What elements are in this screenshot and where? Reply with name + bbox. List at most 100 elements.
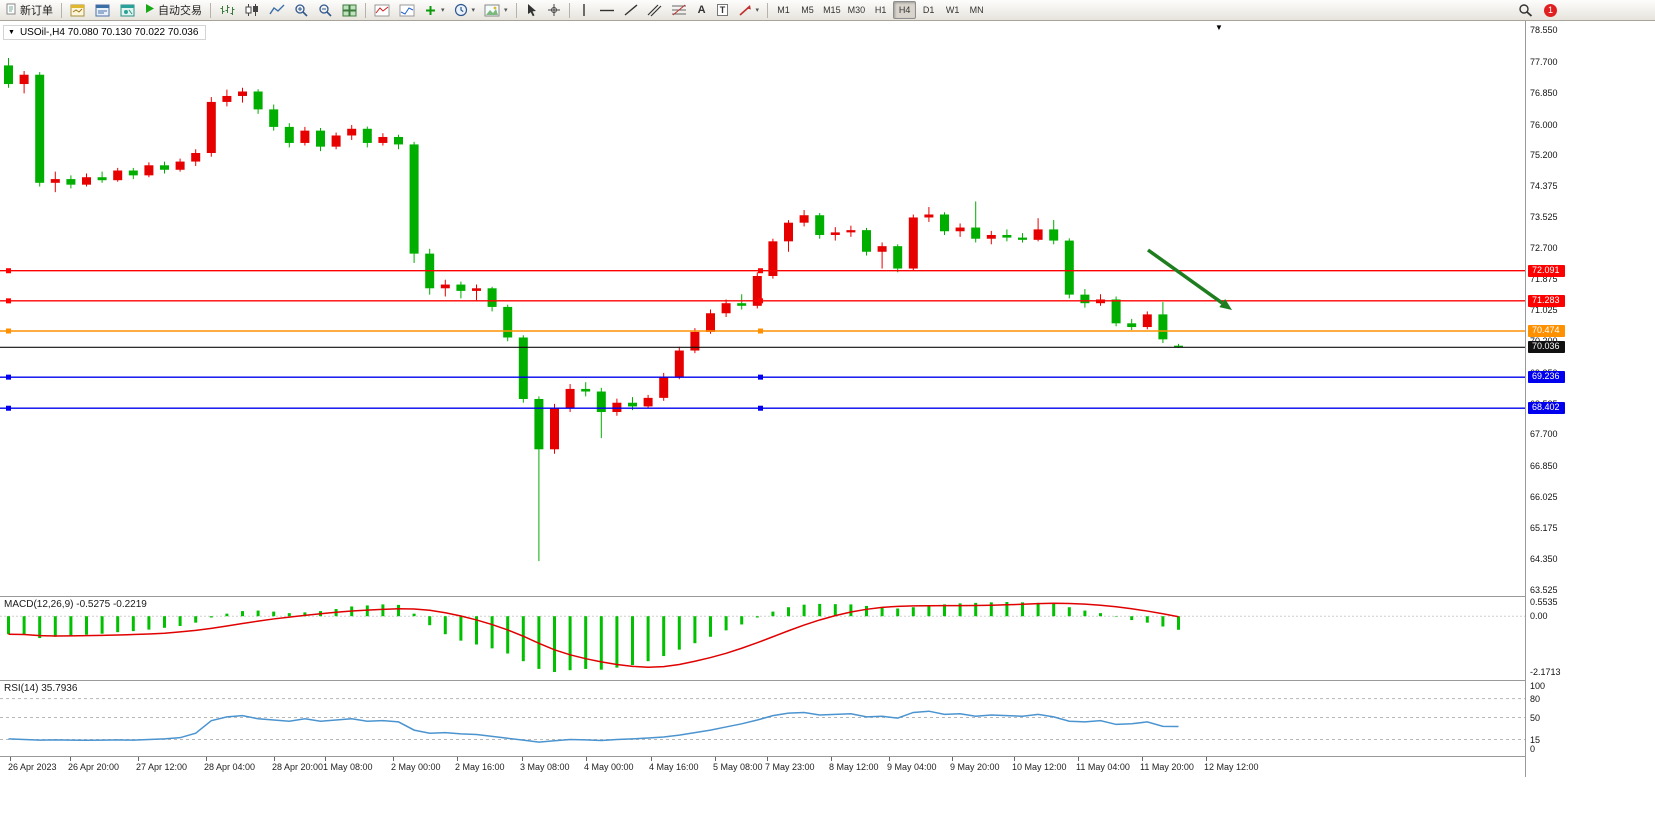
timeframe-m30-button[interactable]: M30 (845, 1, 869, 19)
time-axis-label: 5 May 08:00 (713, 762, 763, 772)
add-indicator-icon (426, 5, 435, 15)
toolbar-separator (365, 2, 366, 18)
price-chart-pane: ▼ USOil-,H4 70.080 70.130 70.022 70.036 … (0, 21, 1525, 597)
bar-chart-icon (220, 5, 235, 15)
rsi-chart[interactable] (0, 681, 1525, 756)
time-axis-label: 26 Apr 20:00 (68, 762, 120, 772)
dropdown-arrow-icon: ▾ (471, 7, 476, 14)
time-axis-tick (767, 757, 768, 761)
indicators-icon (374, 4, 390, 16)
time-axis[interactable]: 26 Apr 2023 26 Apr 20:00 27 Apr 12:00 28 Ap… (0, 757, 1525, 777)
price-axis-tick: 65.175 (1530, 523, 1558, 534)
text-tool-button[interactable]: A (692, 1, 712, 19)
bar-chart-type-button[interactable] (215, 1, 239, 19)
macd-label: MACD(12,26,9) -0.5275 -0.2219 (4, 599, 147, 610)
timeframe-m5-button[interactable]: M5 (796, 1, 819, 19)
time-axis-label: 7 May 23:00 (765, 762, 815, 772)
price-badge-68.402: 68.402 (1528, 402, 1565, 415)
time-axis-tick (138, 757, 139, 761)
line-chart-icon (269, 4, 285, 15)
price-axis-tick: 67.700 (1530, 429, 1558, 440)
time-axis-label: 4 May 16:00 (649, 762, 699, 772)
rsi-axis-tick: 100 (1530, 681, 1546, 691)
rsi-indicator-pane: RSI(14) 35.7936 (0, 681, 1525, 757)
cursor-tool-button[interactable] (521, 1, 542, 19)
channel-tool-button[interactable] (643, 1, 666, 19)
time-axis-tick (952, 757, 953, 761)
arrows-tool-button[interactable]: ▾ (734, 1, 764, 19)
indicators-list-button[interactable] (395, 1, 419, 19)
dropdown-arrow-icon: ▾ (504, 7, 508, 14)
time-axis-label: 9 May 20:00 (950, 762, 1000, 772)
line-chart-type-button[interactable] (265, 1, 289, 19)
navigator-button[interactable] (116, 1, 140, 19)
timeframe-m15-button[interactable]: M15 (820, 1, 844, 19)
chart-shift-marker[interactable]: ▼ (1215, 23, 1223, 32)
price-axis[interactable]: 78.550 77.700 76.850 76.000 75.200 74.375 73.5… (1525, 21, 1655, 777)
trendline-tool-button[interactable] (620, 1, 642, 19)
macd-chart[interactable] (0, 597, 1525, 680)
time-axis-label: 2 May 00:00 (391, 762, 441, 772)
search-button[interactable] (1514, 1, 1537, 19)
add-indicator-button[interactable]: ▾ (420, 1, 449, 19)
rsi-label: RSI(14) 35.7936 (4, 683, 78, 694)
timeframe-d1-button[interactable]: D1 (917, 1, 940, 19)
price-axis-tick: 70.200 (1530, 336, 1558, 346)
candlestick-chart-type-button[interactable] (240, 1, 264, 19)
new-order-label: 新订单 (20, 5, 53, 17)
notification-badge[interactable]: 1 (1544, 3, 1557, 17)
timeframe-m1-button[interactable]: M1 (772, 1, 795, 19)
crosshair-tool-button[interactable] (543, 1, 565, 19)
market-watch-button[interactable] (66, 1, 90, 19)
one-click-trading-toggle[interactable]: ▼ (8, 29, 15, 36)
price-axis-tick: 76.000 (1530, 120, 1558, 131)
price-axis-tick: 63.525 (1530, 584, 1558, 595)
data-window-button[interactable] (91, 1, 115, 19)
time-axis-label: 28 Apr 04:00 (204, 762, 256, 772)
rsi-axis-tick: 50 (1530, 712, 1541, 723)
price-badge-72.091: 72.091 (1528, 264, 1565, 277)
timeframe-h1-button[interactable]: H1 (869, 1, 892, 19)
macd-indicator-pane: MACD(12,26,9) -0.5275 -0.2219 (0, 597, 1525, 681)
candlestick-icon (245, 4, 258, 16)
price-axis-tick: 73.525 (1530, 212, 1558, 223)
timeframe-w1-button[interactable]: W1 (941, 1, 964, 19)
vertical-line-tool-button[interactable] (574, 1, 594, 19)
clock-icon (454, 3, 467, 17)
time-axis-label: 2 May 16:00 (455, 762, 505, 772)
time-axis-label: 11 May 20:00 (1140, 762, 1194, 772)
candlestick-chart[interactable] (0, 21, 1525, 596)
auto-trading-button[interactable]: 自动交易 (141, 1, 206, 19)
toolbar-separator (767, 2, 769, 18)
price-axis-tick: 64.350 (1530, 554, 1558, 565)
symbol-ohlc-label: ▼ USOil-,H4 70.080 70.130 70.022 70.036 (3, 25, 207, 40)
timeframe-mn-button[interactable]: MN (965, 1, 988, 19)
main-toolbar: 新订单 自动交易 (0, 0, 1655, 21)
price-axis-tick: 78.550 (1530, 25, 1558, 35)
toolbar-separator (568, 2, 570, 18)
template-icon (484, 4, 500, 16)
time-axis-label: 8 May 12:00 (829, 762, 879, 772)
timeframe-h4-button[interactable]: H4 (893, 1, 917, 19)
text-label-tool-button[interactable]: T (713, 1, 733, 19)
indicators-button[interactable] (370, 1, 394, 19)
new-order-button[interactable]: 新订单 (2, 1, 57, 19)
time-axis-tick (70, 757, 71, 761)
horizontal-line-tool-button[interactable] (595, 1, 619, 19)
tile-windows-button[interactable] (338, 1, 361, 19)
price-axis-tick: 76.850 (1530, 88, 1558, 99)
time-axis-label: 26 Apr 2023 (8, 762, 57, 772)
arrow-shapes-icon (739, 4, 751, 16)
fibonacci-tool-button[interactable] (667, 1, 691, 19)
zoom-out-button[interactable] (314, 1, 337, 19)
toolbar-separator (61, 2, 62, 18)
period-menu-button[interactable]: ▾ (450, 1, 480, 19)
macd-axis-tick: -2.1713 (1530, 667, 1561, 678)
time-axis-tick (457, 757, 458, 761)
navigator-icon (120, 4, 135, 16)
time-axis-label: 28 Apr 20:00 (272, 762, 324, 772)
template-button[interactable]: ▾ (480, 1, 512, 19)
time-axis-tick (325, 757, 326, 761)
price-badge-71.283: 71.283 (1528, 294, 1565, 307)
zoom-in-button[interactable] (290, 1, 313, 19)
